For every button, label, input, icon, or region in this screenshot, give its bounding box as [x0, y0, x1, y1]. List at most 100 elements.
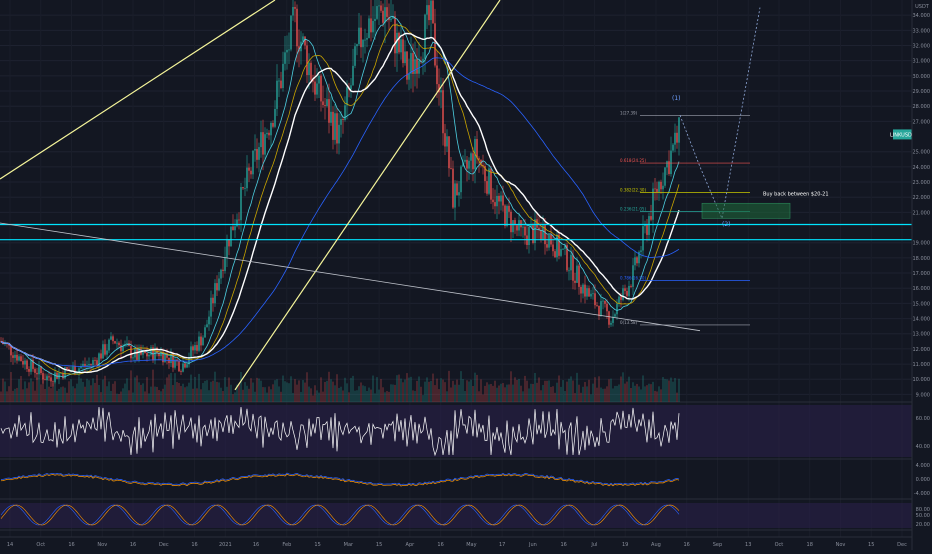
- candle-body: [434, 23, 436, 66]
- price-tick-label: 16.000: [913, 286, 931, 292]
- candle-body: [422, 58, 424, 62]
- volume-bar: [242, 389, 244, 402]
- candle-body: [578, 265, 580, 287]
- volume-bar: [446, 391, 448, 402]
- candle-body: [40, 366, 42, 374]
- volume-bar: [418, 376, 420, 402]
- volume-bar: [28, 382, 30, 402]
- price-tick-label: 33.000: [913, 28, 931, 34]
- volume-bar: [74, 388, 76, 402]
- candle-body: [110, 336, 112, 340]
- candle-body: [80, 366, 82, 369]
- volume-bar: [236, 384, 238, 402]
- ma-mid: [0, 24, 680, 375]
- candle-body: [502, 195, 504, 206]
- candle-body: [572, 254, 574, 281]
- candle-body: [322, 101, 324, 106]
- candle-body: [616, 303, 618, 315]
- candle-body: [112, 336, 114, 342]
- candle-body: [458, 192, 460, 196]
- volume-bar: [580, 392, 582, 402]
- volume-bar: [582, 386, 584, 402]
- volume-bar: [592, 383, 594, 402]
- volume-bar: [486, 382, 488, 402]
- candle-body: [296, 8, 298, 47]
- volume-bar: [268, 386, 270, 402]
- candle-body: [4, 343, 6, 345]
- candle-body: [144, 350, 146, 354]
- time-tick-label: 16: [191, 542, 197, 548]
- volume-bar: [386, 391, 388, 402]
- candle-body: [20, 356, 22, 362]
- candle-body: [408, 73, 410, 80]
- volume-bar: [364, 386, 366, 402]
- volume-bar: [366, 390, 368, 402]
- indicator-tick-label: 80.00: [916, 507, 930, 513]
- candle-body: [190, 346, 192, 359]
- volume-bar: [204, 380, 206, 402]
- volume-bar: [178, 382, 180, 402]
- volume-bar: [308, 386, 310, 402]
- volume-bar: [248, 388, 250, 402]
- volume-bar: [210, 381, 212, 402]
- volume-bar: [78, 376, 80, 402]
- candle-body: [344, 105, 346, 120]
- candle-body: [386, 7, 388, 17]
- volume-bar: [502, 383, 504, 402]
- volume-bar: [440, 378, 442, 402]
- price-tick-label: 12.000: [913, 347, 931, 353]
- candle-body: [646, 224, 648, 235]
- volume-bar: [274, 380, 276, 402]
- candle-body: [486, 181, 488, 194]
- volume-bar: [538, 377, 540, 402]
- candle-body: [82, 363, 84, 367]
- time-tick-label: 14: [7, 542, 13, 548]
- candle-body: [102, 344, 104, 359]
- price-tick-label: 19.000: [913, 241, 931, 247]
- volume-bar: [416, 380, 418, 402]
- volume-bar: [344, 377, 346, 402]
- candle-body: [108, 339, 110, 351]
- candle-body: [98, 353, 100, 366]
- volume-bar: [108, 381, 110, 402]
- candle-body: [588, 288, 590, 297]
- volume-bar: [454, 384, 456, 402]
- volume-bar: [594, 377, 596, 402]
- volume-bar: [354, 390, 356, 402]
- volume-bar: [128, 390, 130, 402]
- volume-bar: [464, 390, 466, 402]
- volume-bar: [192, 388, 194, 402]
- volume-bar: [110, 390, 112, 402]
- volume-bar: [194, 376, 196, 402]
- volume-bar: [92, 378, 94, 402]
- candle-body: [336, 113, 338, 144]
- volume-bar: [340, 386, 342, 402]
- volume-bar: [496, 387, 498, 402]
- volume-bar: [424, 381, 426, 402]
- volume-bar: [560, 386, 562, 402]
- volume-bar: [212, 380, 214, 402]
- volume-bar: [394, 384, 396, 402]
- volume-bar: [130, 370, 132, 402]
- volume-bar: [342, 390, 344, 402]
- candle-body: [234, 226, 236, 231]
- volume-bar: [252, 382, 254, 402]
- volume-bar: [12, 390, 14, 402]
- volume-bar: [572, 380, 574, 402]
- volume-bar: [548, 380, 550, 402]
- price-tick-label: 22.000: [913, 195, 931, 201]
- candle-body: [676, 132, 678, 143]
- candle-body: [570, 254, 572, 271]
- candle-body: [396, 32, 398, 54]
- time-tick-label: 16: [437, 542, 443, 548]
- candle-body: [248, 167, 250, 171]
- volume-bar: [148, 393, 150, 402]
- candle-body: [590, 293, 592, 297]
- candle-body: [424, 14, 426, 59]
- volume-bar: [96, 374, 98, 402]
- candle-body: [68, 368, 70, 371]
- candle-body: [530, 225, 532, 227]
- volume-bar: [466, 380, 468, 402]
- volume-bar: [634, 385, 636, 402]
